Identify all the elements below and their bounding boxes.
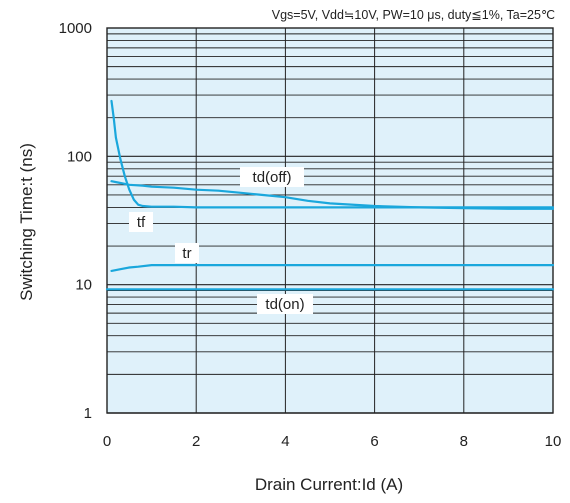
series-label-tf: tf — [137, 214, 146, 231]
x-tick-label: 4 — [281, 433, 289, 450]
series-label-bg-tf — [129, 212, 153, 232]
series-label-bg-td-off- — [240, 167, 304, 187]
series-label-bg-tr — [175, 243, 199, 263]
plot-frame — [106, 27, 554, 414]
series-label-tr: tr — [182, 245, 191, 262]
y-tick-label: 100 — [67, 148, 92, 165]
series-line-tf — [110, 99, 555, 209]
series-label-td-off-: td(off) — [253, 169, 292, 186]
plot-background — [107, 28, 553, 413]
x-tick-label: 8 — [460, 433, 468, 450]
y-tick-label: 1 — [84, 405, 92, 422]
test-conditions: Vgs=5V, Vdd≒10V, PW=10 μs, duty≦1%, Ta=2… — [272, 8, 555, 22]
y-tick-label: 1000 — [59, 20, 92, 37]
x-axis-title: Drain Current:Id (A) — [255, 475, 403, 494]
x-tick-label: 6 — [370, 433, 378, 450]
x-tick-label: 0 — [103, 433, 111, 450]
x-tick-label: 2 — [192, 433, 200, 450]
x-tick-label: 10 — [545, 433, 562, 450]
y-tick-label: 10 — [75, 277, 92, 294]
series-line-tr — [110, 264, 555, 272]
series-label-bg-td-on- — [257, 294, 313, 314]
series-label-td-on-: td(on) — [265, 296, 304, 313]
y-axis-title: Switching Time:t (ns) — [17, 143, 36, 301]
